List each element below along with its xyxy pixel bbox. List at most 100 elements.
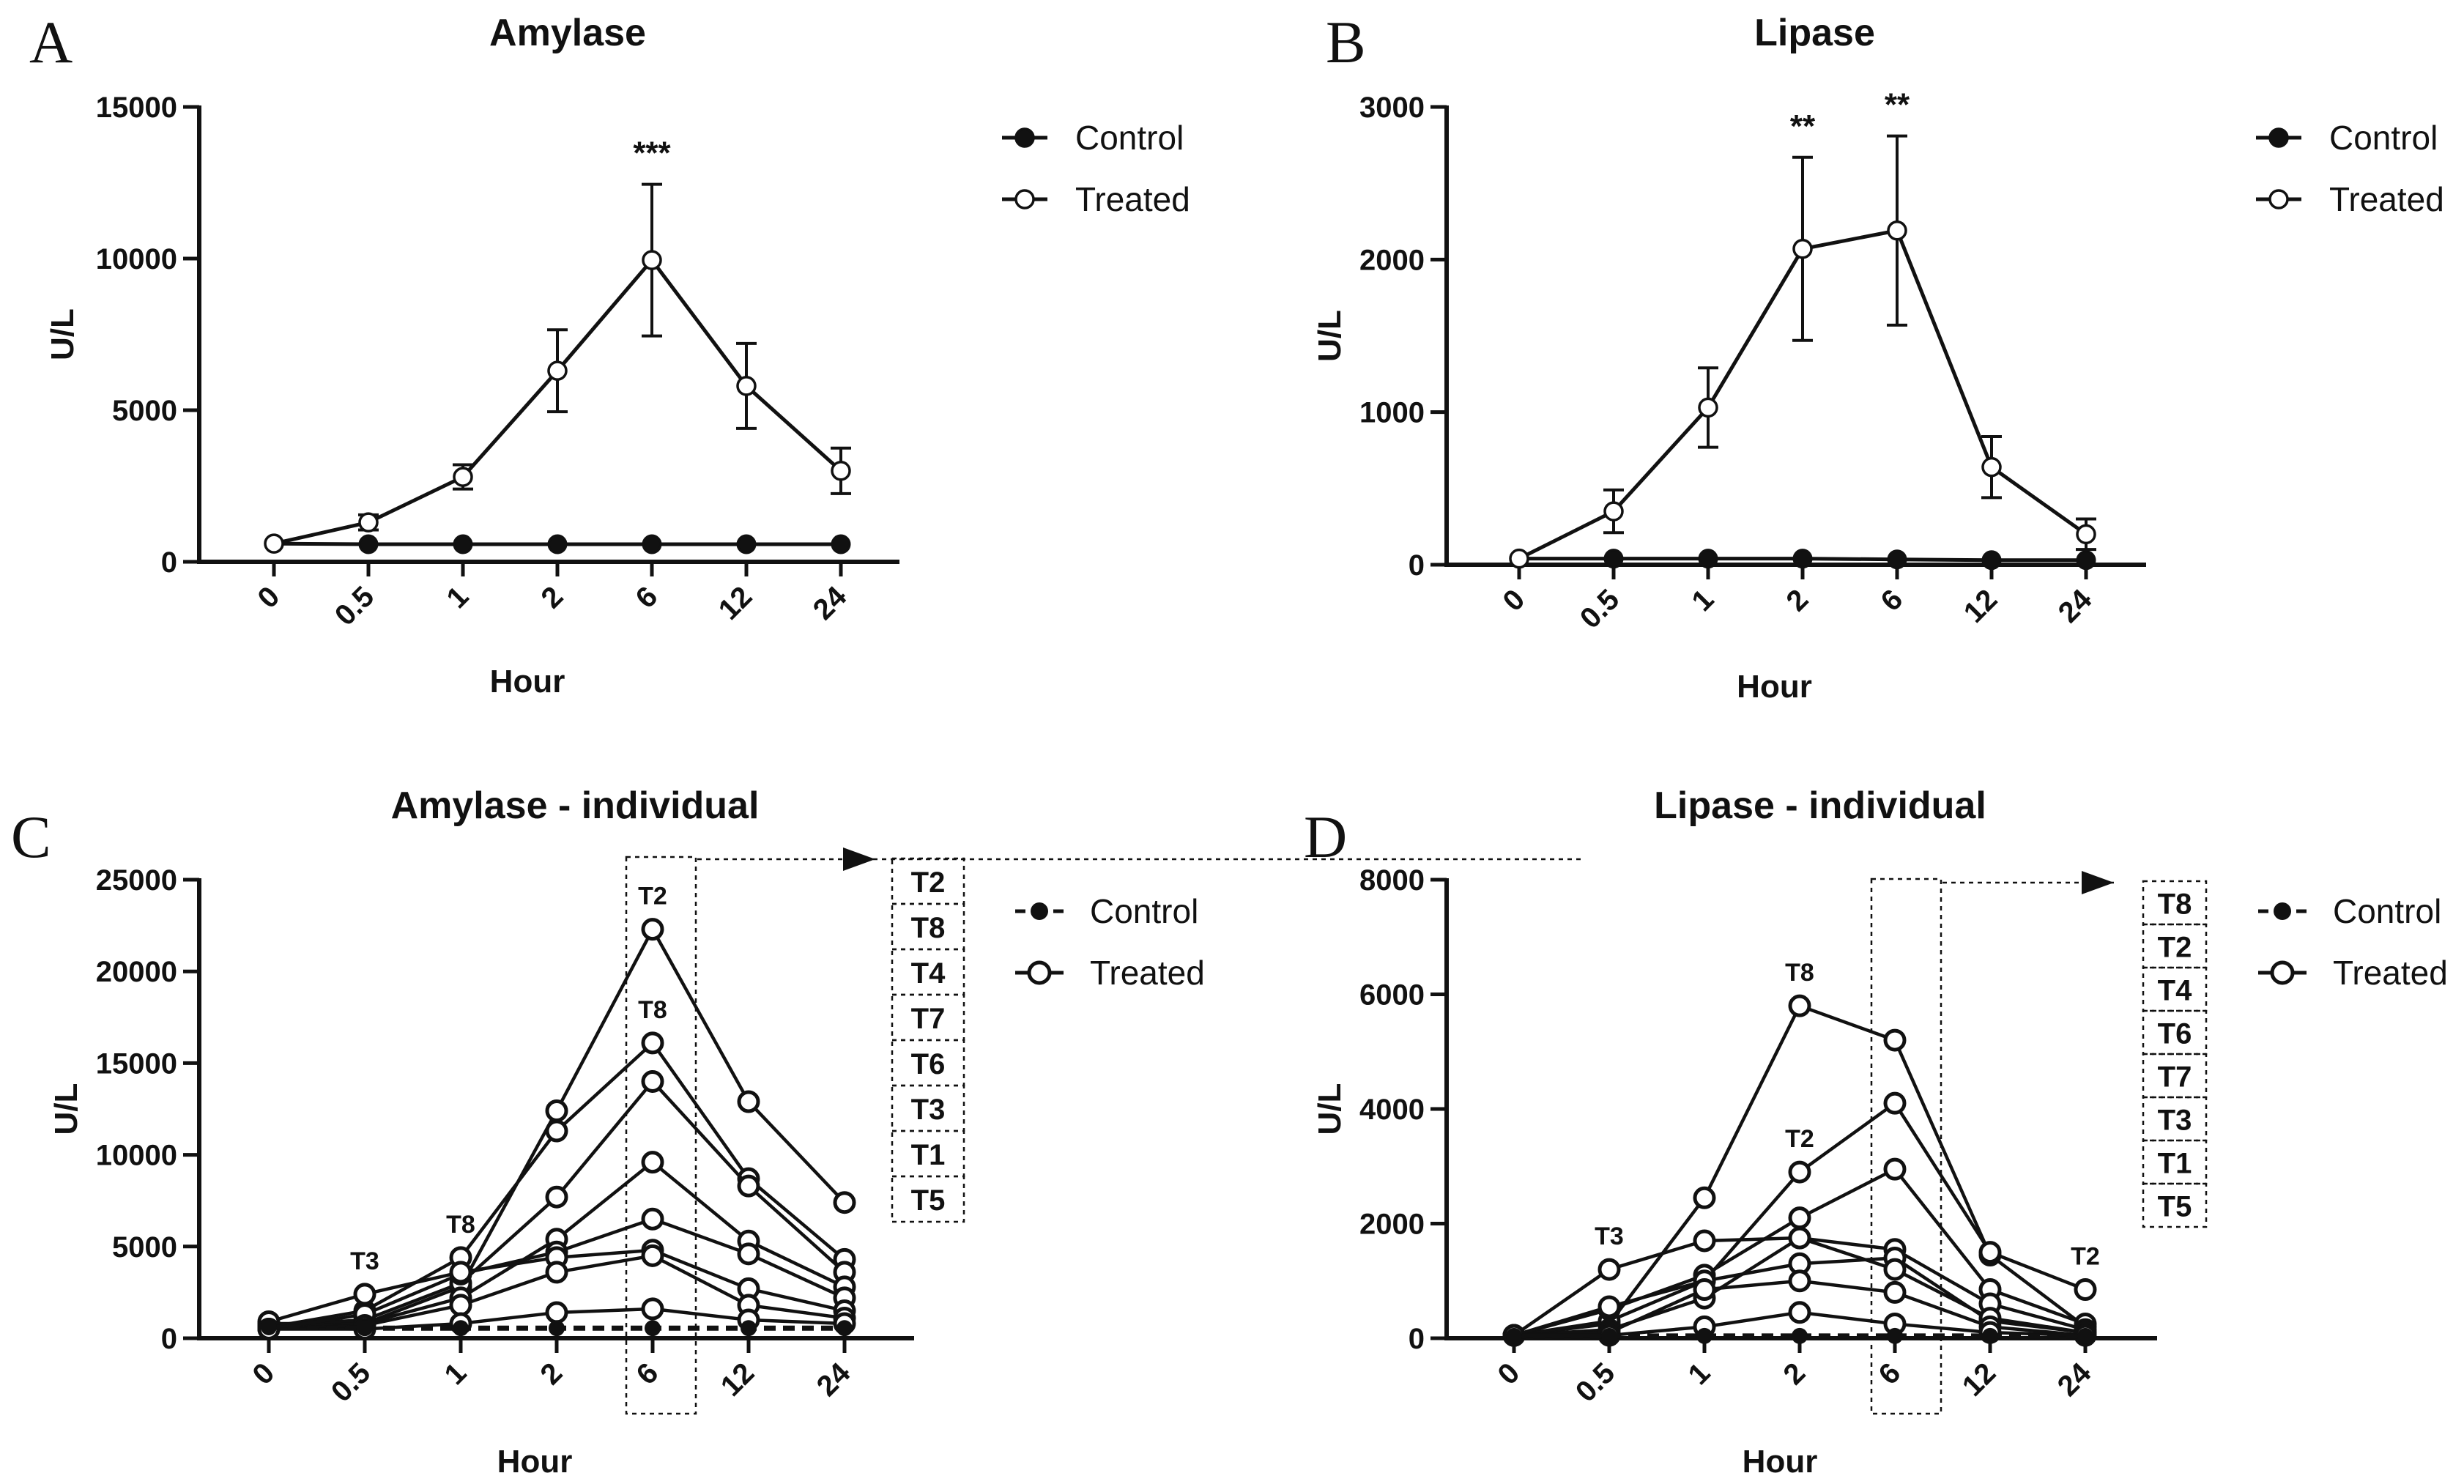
ranking-label: T8: [911, 912, 946, 944]
x-tick-label: 6: [631, 1357, 665, 1391]
data-point: [831, 534, 851, 554]
ranking-label: T5: [2158, 1191, 2192, 1223]
y-tick-label: 1000: [1359, 397, 1425, 429]
y-tick-label: 0: [161, 546, 177, 579]
data-point: [549, 1320, 565, 1337]
data-point: [1693, 1229, 1716, 1253]
x-tick-label: 24: [2052, 1357, 2098, 1403]
data-point: [833, 1191, 856, 1214]
data-point: [1696, 1327, 1712, 1344]
data-point: [453, 1320, 469, 1337]
series-treated: [1509, 134, 2096, 569]
legend-marker: [2274, 902, 2291, 920]
legend-label: Control: [2329, 119, 2438, 157]
legend-label: Treated: [2333, 954, 2448, 992]
ranking-item: T1: [891, 1129, 965, 1178]
y-axis-label: U/L: [45, 308, 81, 360]
data-point: [449, 1261, 472, 1284]
y-tick-label: 15000: [96, 1047, 177, 1080]
y-tick-label: 5000: [112, 395, 177, 427]
x-tick-label: 0.5: [1570, 1357, 1621, 1408]
y-tick-label: 8000: [1359, 864, 1425, 897]
point-label: T2: [2071, 1242, 2100, 1270]
y-tick-label: 0: [1409, 1323, 1425, 1355]
data-point: [641, 1207, 664, 1231]
point-label: T8: [638, 996, 667, 1024]
x-tick-label: 24: [2052, 583, 2099, 629]
data-point: [741, 1320, 757, 1337]
data-point: [545, 1099, 568, 1123]
x-tick-label: 12: [1958, 583, 2004, 629]
highlight-box: [625, 856, 697, 1415]
data-point: [641, 1151, 664, 1174]
legend-marker: [1014, 189, 1035, 209]
data-point: [2074, 1277, 2097, 1301]
highlight-box: [1870, 878, 1942, 1415]
y-axis-label: U/L: [1312, 1083, 1348, 1135]
data-point: [737, 1174, 760, 1198]
data-point: [358, 534, 379, 554]
legend-item-control: Control: [2256, 119, 2438, 157]
data-point: [1597, 1258, 1621, 1281]
data-point: [358, 512, 379, 533]
chart-title: Amylase - individual: [391, 784, 760, 827]
panel-letter: B: [1326, 9, 1366, 75]
ranking-item: T5: [891, 1175, 965, 1223]
x-tick-label: 12: [715, 1357, 761, 1403]
data-point: [1788, 1206, 1811, 1230]
ranking-item: T2: [891, 857, 965, 905]
chart-title: Lipase: [1754, 12, 1875, 54]
data-point: [737, 1242, 760, 1266]
point-label: T2: [1785, 1125, 1814, 1153]
legend-marker: [2270, 960, 2295, 985]
data-point: [737, 1090, 760, 1113]
series-control: [261, 1318, 853, 1337]
x-tick-label: 24: [811, 1357, 857, 1403]
x-tick-label: 0.5: [1574, 583, 1625, 634]
x-tick-label: 12: [1956, 1357, 2003, 1403]
data-point: [836, 1320, 853, 1337]
legend-item-control: Control: [1015, 892, 1198, 930]
data-point: [545, 1261, 568, 1284]
x-tick-label: 0.5: [325, 1357, 376, 1408]
panel-letter: C: [11, 804, 51, 870]
data-point: [1981, 456, 2002, 478]
legend-item-treated: Treated: [1015, 954, 1205, 992]
data-point: [1792, 549, 1813, 569]
ranking-item: T8: [2142, 880, 2208, 926]
data-point: [453, 467, 473, 487]
point-label: T2: [638, 883, 667, 910]
y-axis-label: U/L: [48, 1083, 84, 1135]
legend-label: Treated: [1075, 180, 1190, 218]
legend-label: Control: [2333, 892, 2441, 930]
x-tick-label: 2: [535, 580, 570, 615]
ranking-label: T1: [911, 1139, 946, 1171]
ranking-label: T3: [911, 1094, 946, 1126]
significance-label: **: [1790, 108, 1816, 144]
data-point: [353, 1283, 376, 1306]
legend-item-treated: Treated: [1002, 180, 1190, 218]
data-point: [1883, 1157, 1907, 1181]
ranking-item: T3: [2142, 1096, 2208, 1142]
legend-marker: [1014, 127, 1035, 148]
ranking-item: T1: [2142, 1139, 2208, 1185]
data-point: [736, 534, 757, 554]
x-axis-label: Hour: [497, 1444, 573, 1480]
data-point: [1883, 1091, 1907, 1115]
x-tick-label: 1: [439, 1357, 473, 1391]
data-point: [547, 534, 568, 554]
x-tick-label: 2: [535, 1357, 569, 1391]
data-point: [1883, 1258, 1907, 1281]
data-point: [641, 1244, 664, 1267]
ranking-label: T2: [911, 867, 946, 899]
ranking-label: T2: [2158, 932, 2192, 964]
y-tick-label: 3000: [1359, 92, 1425, 124]
panel-c: C Amylase - individual0500010000150002000…: [11, 784, 1584, 1480]
x-tick-label: 1: [1682, 1357, 1717, 1391]
data-point: [1693, 1277, 1716, 1301]
x-tick-label: 6: [1875, 583, 1910, 617]
data-point: [1506, 1327, 1522, 1344]
data-point: [547, 360, 568, 381]
data-point: [1981, 550, 2002, 571]
